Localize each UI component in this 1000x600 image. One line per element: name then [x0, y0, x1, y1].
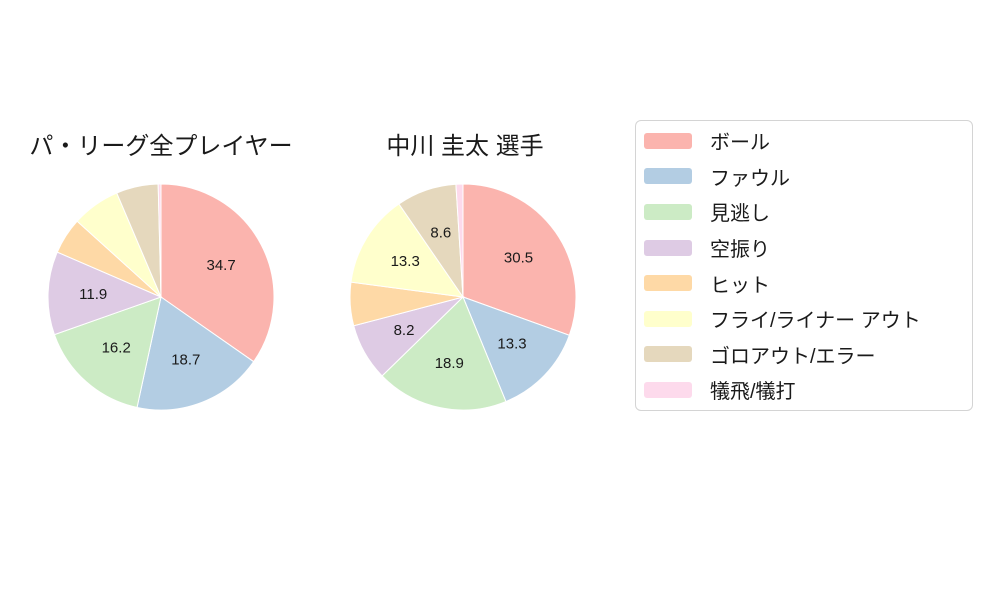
pie-value-label-swinging-strike: 8.2	[394, 322, 415, 339]
pie-value-label-ball: 34.7	[206, 257, 235, 274]
legend-item-hit: ヒット	[644, 265, 972, 301]
legend: ボールファウル見逃し空振りヒットフライ/ライナー アウト ゴロアウト/エラー 犠飛/…	[635, 120, 973, 411]
pie-slice-foul	[462, 296, 570, 403]
legend-label-foul: ファウル	[710, 167, 790, 190]
legend-swatch-fly-liner-out	[644, 310, 692, 327]
legend-item-fly-liner-out: フライ/ライナー アウト	[644, 301, 972, 337]
pie-chart-pa-league-all-players: 34.7 18.7 16.2 11.9	[47, 183, 275, 411]
pie-slice-sac-fly-sac-bunt	[157, 183, 162, 298]
legend-label-swinging-strike: 空振り	[710, 239, 770, 262]
pie-value-label-called-strike: 18.9	[435, 355, 464, 372]
legend-swatch-ground-out-error	[644, 346, 692, 363]
legend-item-sac-fly-sac-bunt: 犠飛/犠打	[644, 372, 972, 408]
pie-title-nakagawa-keita: 中川 圭太 選手	[386, 133, 544, 160]
legend-item-foul: ファウル	[644, 159, 972, 195]
legend-item-called-strike: 見逃し	[644, 194, 972, 230]
legend-swatch-sac-fly-sac-bunt	[644, 381, 692, 398]
pie-value-label-fly-liner-out: 13.3	[391, 253, 420, 270]
pie-slice-called-strike	[381, 296, 507, 411]
pie-chart-nakagawa-keita: 30.5 13.3 18.9 8.2 13.3 8.6	[349, 183, 577, 411]
pie-value-label-foul: 18.7	[171, 352, 200, 369]
pie-value-label-ball: 30.5	[504, 250, 533, 267]
legend-swatch-ball	[644, 132, 692, 149]
legend-label-ground-out-error: ゴロアウト/エラー	[710, 345, 876, 368]
legend-swatch-called-strike	[644, 203, 692, 220]
pie-slice-called-strike	[53, 296, 162, 409]
legend-item-ball: ボール	[644, 123, 972, 159]
legend-label-called-strike: 見逃し	[710, 203, 770, 226]
legend-swatch-hit	[644, 275, 692, 292]
legend-swatch-swinging-strike	[644, 239, 692, 256]
pie-slice-swinging-strike	[47, 251, 163, 336]
legend-item-swinging-strike: 空振り	[644, 230, 972, 266]
pie-slice-sac-fly-sac-bunt	[455, 183, 464, 298]
pie-value-label-ground-out-error: 8.6	[430, 224, 451, 241]
legend-label-sac-fly-sac-bunt: 犠飛/犠打	[710, 381, 796, 404]
pie-value-label-called-strike: 16.2	[102, 339, 131, 356]
pie-slice-ball	[160, 183, 275, 363]
pie-slice-fly-liner-out	[350, 203, 465, 298]
legend-label-hit: ヒット	[710, 274, 770, 297]
legend-item-ground-out-error: ゴロアウト/エラー	[644, 337, 972, 373]
pie-slice-ball	[462, 183, 577, 336]
pie-value-label-swinging-strike: 11.9	[79, 286, 107, 303]
legend-label-fly-liner-out: フライ/ライナー アウト	[710, 310, 921, 333]
pie-title-pa-league-all-players: パ・リーグ全プレイヤー	[29, 133, 293, 160]
legend-swatch-foul	[644, 168, 692, 185]
pie-value-label-foul: 13.3	[497, 335, 526, 352]
pie-slice-foul	[136, 296, 255, 411]
legend-label-ball: ボール	[710, 132, 770, 155]
